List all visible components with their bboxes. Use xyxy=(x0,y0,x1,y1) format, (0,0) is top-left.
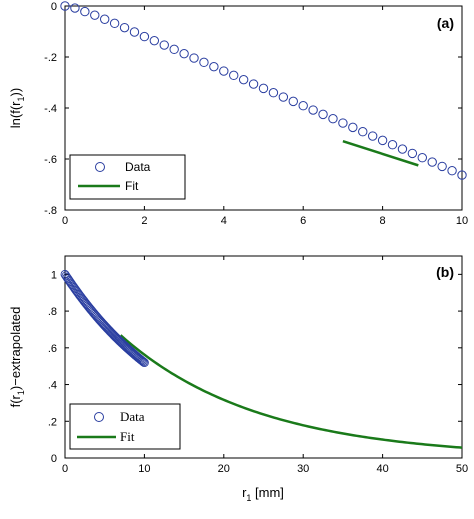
data-point xyxy=(136,355,146,365)
y-tick-label: 1 xyxy=(51,269,57,281)
data-point xyxy=(298,101,308,111)
panel-a-data-series xyxy=(60,1,467,180)
x-tick-label: 30 xyxy=(297,463,309,475)
data-point xyxy=(288,96,298,107)
y-tick-label: -.2 xyxy=(44,52,57,64)
data-point xyxy=(407,148,418,159)
data-point xyxy=(328,114,338,124)
data-point xyxy=(387,140,398,150)
data-point xyxy=(238,74,249,85)
y-tick-label: -.6 xyxy=(44,154,57,166)
data-point xyxy=(447,166,457,176)
panel-b-legend-box xyxy=(69,403,181,450)
panel-a-label: (a) xyxy=(437,15,454,31)
x-tick-label: 2 xyxy=(141,215,147,227)
panel-b: 0 10 20 30 40 50 0 .2 .4 .6 .8 1 (b) f(r1)−extrapol… xyxy=(8,255,468,503)
data-point xyxy=(138,357,148,367)
panel-b-legend-data-label: Data xyxy=(120,409,145,424)
data-point xyxy=(90,10,100,20)
y-tick-label: .4 xyxy=(48,380,57,392)
x-tick-label: 10 xyxy=(138,463,150,475)
panel-b-xlabel: r1 [mm] xyxy=(242,485,284,503)
x-tick-label: 0 xyxy=(62,463,68,475)
x-tick-label: 0 xyxy=(62,215,68,227)
data-point xyxy=(377,135,388,146)
fit-curve xyxy=(119,334,463,449)
x-tick-label: 4 xyxy=(221,215,227,227)
panel-a: 0 2 4 6 8 10 0 -.2 -.4 -.6 -.8 (a) ln(f(r1)) Data … xyxy=(8,1,468,227)
panel-b-legend: Data Fit xyxy=(69,403,181,450)
data-point xyxy=(70,3,80,13)
data-point xyxy=(199,57,209,68)
data-point xyxy=(80,6,90,17)
panel-a-legend-data-label: Data xyxy=(125,160,151,174)
data-point xyxy=(129,27,140,37)
data-point xyxy=(189,53,199,63)
data-point xyxy=(119,22,130,33)
data-point xyxy=(457,170,467,180)
panel-b-fit-series xyxy=(119,334,463,449)
data-point xyxy=(278,92,289,102)
data-point xyxy=(397,144,408,154)
panel-b-legend-data-marker xyxy=(94,412,104,422)
panel-b-ticks: 0 10 20 30 40 50 0 .2 .4 .6 .8 1 xyxy=(48,256,468,475)
data-point xyxy=(358,127,368,137)
panel-b-data-series xyxy=(60,269,149,368)
panel-a-fit-series xyxy=(342,139,419,167)
data-point xyxy=(268,88,279,98)
data-point xyxy=(137,356,147,366)
panel-a-legend-fit-label: Fit xyxy=(125,179,139,193)
data-point xyxy=(219,66,229,76)
fit-line xyxy=(342,139,419,167)
x-tick-label: 50 xyxy=(456,463,468,475)
data-point xyxy=(308,105,318,115)
data-point xyxy=(338,118,348,128)
data-point xyxy=(179,48,189,59)
panel-a-ylabel: ln(f(r1)) xyxy=(8,88,26,128)
data-point xyxy=(229,70,239,81)
data-point xyxy=(258,83,269,94)
data-point xyxy=(100,14,110,24)
data-point xyxy=(417,153,427,163)
data-point xyxy=(437,161,447,172)
data-point xyxy=(159,40,169,50)
panel-a-ticks: 0 2 4 6 8 10 0 -.2 -.4 -.6 -.8 xyxy=(44,1,468,227)
data-point xyxy=(209,61,219,72)
y-tick-label: 0 xyxy=(51,1,57,13)
data-point xyxy=(348,122,358,133)
x-tick-label: 8 xyxy=(380,215,386,227)
y-tick-label: -.8 xyxy=(44,205,57,217)
data-point xyxy=(318,109,328,120)
panel-a-legend-data-marker xyxy=(95,162,105,172)
x-tick-label: 6 xyxy=(300,215,306,227)
x-tick-label: 20 xyxy=(218,463,230,475)
panel-a-legend: Data Fit xyxy=(69,154,186,200)
y-tick-label: -.4 xyxy=(44,103,57,115)
x-tick-label: 10 xyxy=(456,215,468,227)
y-tick-label: .8 xyxy=(48,306,57,318)
data-point xyxy=(248,79,259,89)
data-point xyxy=(139,31,150,42)
data-point xyxy=(169,44,179,55)
x-tick-label: 40 xyxy=(376,463,388,475)
panel-b-label: (b) xyxy=(436,264,454,280)
y-tick-label: .2 xyxy=(48,416,57,428)
data-point xyxy=(60,1,70,11)
data-point xyxy=(149,35,160,46)
panel-a-legend-box xyxy=(69,154,186,200)
data-point xyxy=(427,157,437,167)
y-tick-label: .6 xyxy=(48,343,57,355)
data-point xyxy=(139,358,149,368)
panel-b-legend-fit-label: Fit xyxy=(120,429,135,444)
y-tick-label: 0 xyxy=(51,453,57,465)
data-point xyxy=(367,131,378,141)
data-point xyxy=(109,18,120,29)
panel-b-ylabel: f(r1)−extrapolated xyxy=(8,307,26,408)
